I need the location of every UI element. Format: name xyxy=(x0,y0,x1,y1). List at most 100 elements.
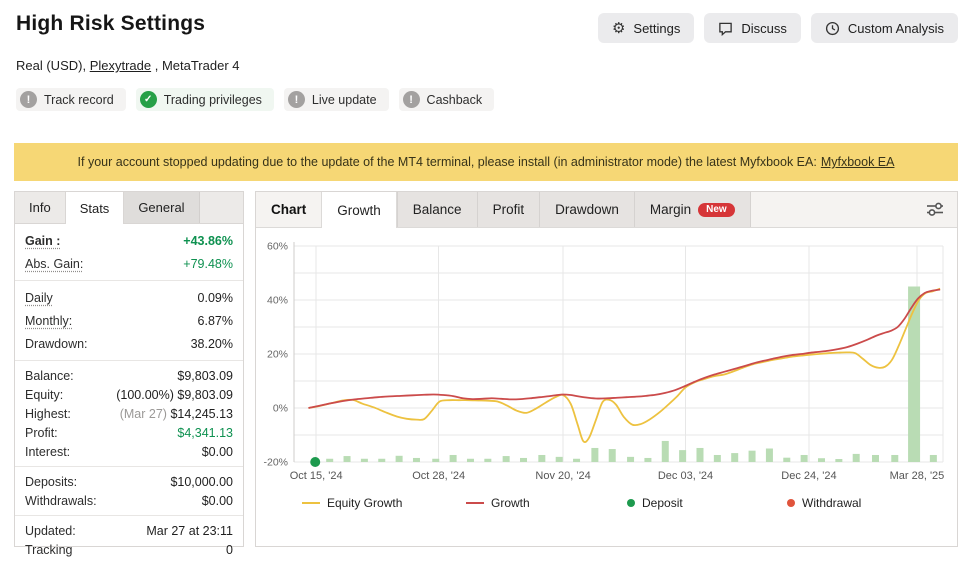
badge-track-record-label: Track record xyxy=(44,92,114,107)
tab-info[interactable]: Info xyxy=(15,192,65,223)
legend-equity-growth: Equity Growth xyxy=(302,496,466,510)
gear-icon: ⚙ xyxy=(611,19,626,37)
tab-general-label: General xyxy=(138,200,185,215)
stats-group-deposits: Deposits: $10,000.00 Withdrawals: $0.00 xyxy=(15,467,243,516)
stats-group-rates: Daily 0.09% Monthly: 6.87% Drawdown: 38.… xyxy=(15,281,243,361)
clock-icon xyxy=(825,21,840,36)
legend-deposit-label: Deposit xyxy=(642,496,683,510)
drawdown-label: Drawdown: xyxy=(25,336,88,351)
highest-label: Highest: xyxy=(25,406,71,421)
badge-trading-privileges[interactable]: ✓ Trading privileges xyxy=(135,88,274,111)
withdrawals-label: Withdrawals: xyxy=(25,493,97,508)
equity-percent: (100.00%) xyxy=(116,387,178,402)
tab-drawdown-label: Drawdown xyxy=(555,202,619,217)
legend-growth: Growth xyxy=(466,496,627,510)
alert-circle-icon: ! xyxy=(287,91,305,108)
settings-button[interactable]: ⚙ Settings xyxy=(597,13,695,43)
x-axis-labels: Oct 15, '24 Oct 28, '24 Nov 20, '24 Dec 03,… xyxy=(290,470,945,482)
stat-row-deposits: Deposits: $10,000.00 xyxy=(25,472,233,491)
drawdown-value: 38.20% xyxy=(190,336,233,351)
badge-live-update-label: Live update xyxy=(311,92,377,107)
chart-filter-button[interactable] xyxy=(925,196,957,223)
stat-row-abs-gain: Abs. Gain: +79.48% xyxy=(25,252,233,275)
new-badge: New xyxy=(698,202,735,217)
custom-analysis-button[interactable]: Custom Analysis xyxy=(810,13,958,43)
tab-balance-label: Balance xyxy=(412,202,462,217)
tab-balance[interactable]: Balance xyxy=(396,192,478,227)
tab-chart[interactable]: Chart xyxy=(256,192,321,227)
tab-growth-label: Growth xyxy=(337,202,381,218)
broker-link[interactable]: Plexytrade xyxy=(89,58,152,73)
page-header: High Risk Settings ⚙ Settings Discuss Cu… xyxy=(0,0,972,43)
tab-margin[interactable]: Margin New xyxy=(634,192,751,227)
svg-text:60%: 60% xyxy=(267,241,288,253)
legend-growth-label: Growth xyxy=(491,496,530,510)
stats-panel: Info Stats General Gain : +43.86% Abs. G… xyxy=(14,191,244,557)
sliders-icon xyxy=(925,202,945,222)
badge-live-update[interactable]: ! Live update xyxy=(283,88,389,111)
profit-value: $4,341.13 xyxy=(177,425,233,440)
stat-row-gain: Gain : +43.86% xyxy=(25,229,233,252)
svg-text:Mar 28, '25: Mar 28, '25 xyxy=(890,470,945,482)
tab-stats[interactable]: Stats xyxy=(64,192,125,224)
badge-track-record[interactable]: ! Track record xyxy=(16,88,126,111)
mt4-update-banner: If your account stopped updating due to … xyxy=(14,143,958,181)
equity-amount: $9,803.09 xyxy=(177,387,233,402)
stat-row-updated: Updated: Mar 27 at 23:11 xyxy=(25,521,233,540)
highest-date: (Mar 27) xyxy=(119,406,171,421)
tab-drawdown[interactable]: Drawdown xyxy=(540,192,635,227)
tab-general[interactable]: General xyxy=(124,192,200,223)
speech-bubble-icon xyxy=(718,21,733,36)
svg-text:20%: 20% xyxy=(267,349,288,361)
stats-group-balance: Balance: $9,803.09 Equity: (100.00%) $9,… xyxy=(15,361,243,467)
tab-chart-label: Chart xyxy=(271,202,307,217)
deposits-label: Deposits: xyxy=(25,474,78,489)
growth-line-swatch xyxy=(466,502,484,504)
deposit-bars xyxy=(326,286,937,462)
abs-gain-value: +79.48% xyxy=(183,256,233,271)
alert-circle-icon: ! xyxy=(402,91,420,108)
custom-analysis-button-label: Custom Analysis xyxy=(847,20,944,36)
svg-text:Oct 15, '24: Oct 15, '24 xyxy=(290,470,343,482)
tab-info-label: Info xyxy=(29,200,51,215)
svg-text:0%: 0% xyxy=(273,403,288,415)
check-circle-icon: ✓ xyxy=(139,91,157,108)
tab-margin-label: Margin xyxy=(649,202,692,217)
withdrawals-value: $0.00 xyxy=(201,493,233,508)
stat-row-balance: Balance: $9,803.09 xyxy=(25,366,233,385)
settings-button-label: Settings xyxy=(633,20,681,36)
tab-stats-label: Stats xyxy=(79,200,110,216)
chart-tabs: Chart Growth Balance Profit Drawdown Mar… xyxy=(256,192,957,228)
updated-value: Mar 27 at 23:11 xyxy=(146,523,233,538)
account-subtitle: Real (USD), Plexytrade , MetaTrader 4 xyxy=(0,43,972,73)
badge-cashback-label: Cashback xyxy=(426,92,483,107)
withdrawal-dot-swatch xyxy=(787,499,795,507)
highest-value: (Mar 27) $14,245.13 xyxy=(120,407,233,421)
growth-chart[interactable]: 60% 40% 20% 0% -20% Oct 15, '24 Oct 28, '24 Nov… xyxy=(256,228,957,493)
deposit-marker xyxy=(310,457,321,467)
monthly-label: Monthly: xyxy=(25,313,73,328)
alert-circle-icon: ! xyxy=(20,91,37,108)
chart-legend: Equity Growth Growth Deposit Withdrawal xyxy=(256,496,957,510)
deposit-dot-swatch xyxy=(627,499,635,507)
stats-panel-tabs: Info Stats General xyxy=(15,192,243,224)
growth-chart-svg[interactable]: 60% 40% 20% 0% -20%Oct 15, '24 Oct 28, '24 Nov… xyxy=(260,236,951,488)
discuss-button[interactable]: Discuss xyxy=(704,13,801,43)
svg-text:Oct 28, '24: Oct 28, '24 xyxy=(412,470,465,482)
verification-badges: ! Track record ✓ Trading privileges ! Li… xyxy=(0,73,972,111)
y-axis-labels: 60% 40% 20% 0% -20% xyxy=(263,241,288,469)
legend-deposit: Deposit xyxy=(627,496,787,510)
equity-value: (100.00%) $9,803.09 xyxy=(116,388,233,402)
monthly-value: 6.87% xyxy=(197,313,233,328)
series-growth xyxy=(308,288,941,409)
badge-cashback[interactable]: ! Cashback xyxy=(398,88,495,111)
stat-row-profit: Profit: $4,341.13 xyxy=(25,423,233,442)
stat-row-equity: Equity: (100.00%) $9,803.09 xyxy=(25,385,233,404)
tab-growth[interactable]: Growth xyxy=(321,192,397,228)
legend-withdrawal: Withdrawal xyxy=(787,496,957,510)
myfxbook-ea-link[interactable]: Myfxbook EA xyxy=(820,155,895,169)
banner-text: If your account stopped updating due to … xyxy=(77,155,817,169)
tab-profit-label: Profit xyxy=(492,202,525,217)
tab-profit[interactable]: Profit xyxy=(477,192,541,227)
stat-row-interest: Interest: $0.00 xyxy=(25,442,233,461)
